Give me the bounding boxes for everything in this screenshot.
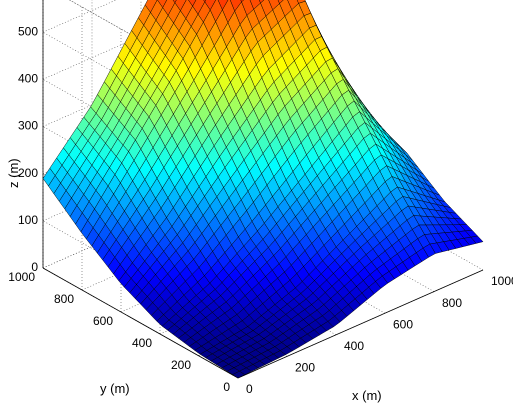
y-tick-label: 0 bbox=[223, 380, 230, 394]
x-tick-label: 800 bbox=[442, 296, 462, 310]
y-tick-label: 200 bbox=[171, 358, 191, 372]
z-tick-label: 100 bbox=[18, 213, 38, 227]
z-tick-label: 200 bbox=[18, 166, 38, 180]
y-tick-label: 800 bbox=[54, 292, 74, 306]
x-tick-label: 600 bbox=[393, 317, 413, 331]
y-tick-label: 1000 bbox=[8, 270, 35, 284]
y-tick-label: 600 bbox=[93, 314, 113, 328]
surface-cell bbox=[232, 370, 246, 379]
tick-labels: 0100200300400500600020040060080010000200… bbox=[8, 24, 513, 396]
y-axis-label: y (m) bbox=[100, 381, 130, 396]
x-tick-label: 0 bbox=[246, 382, 253, 396]
surface-cell bbox=[172, 0, 177, 4]
x-axis-label: x (m) bbox=[352, 388, 382, 403]
z-tick-label: 0 bbox=[31, 260, 38, 274]
x-tick-label: 200 bbox=[295, 361, 315, 375]
x-tick-label: 1000 bbox=[491, 274, 513, 288]
y-tick-label: 400 bbox=[132, 336, 152, 350]
z-tick-label: 400 bbox=[18, 71, 38, 85]
x-axis-line bbox=[237, 269, 484, 379]
y-axis-line bbox=[42, 267, 239, 379]
surface-mesh bbox=[42, 0, 484, 379]
z-tick-label: 300 bbox=[18, 119, 38, 133]
z-tick-label: 500 bbox=[18, 24, 38, 38]
z-axis-label: z (m) bbox=[6, 158, 21, 188]
x-tick-label: 400 bbox=[344, 339, 364, 353]
